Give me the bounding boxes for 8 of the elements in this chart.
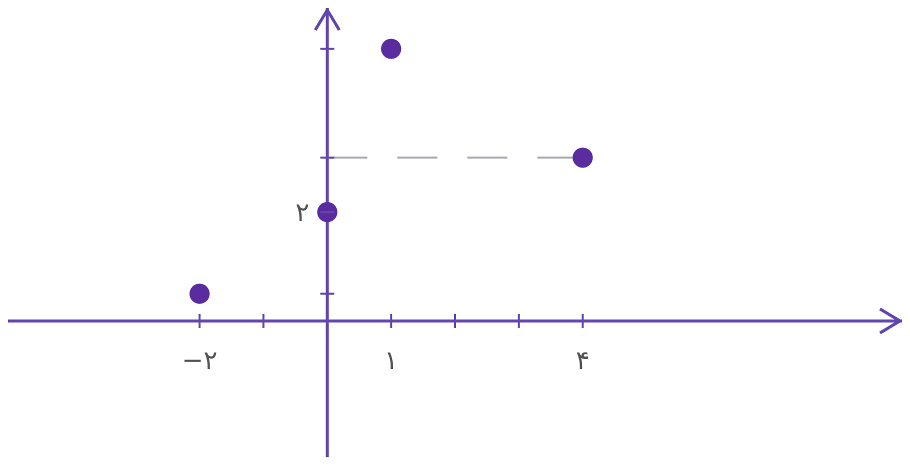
x-tick-label: ۴	[576, 346, 590, 376]
point	[317, 202, 338, 222]
point	[381, 38, 402, 59]
x-tick-label: −۲	[182, 346, 218, 376]
point	[189, 284, 210, 304]
annotation: ۲	[295, 198, 310, 228]
x-tick-label: ۱	[384, 346, 398, 376]
point	[572, 148, 593, 168]
